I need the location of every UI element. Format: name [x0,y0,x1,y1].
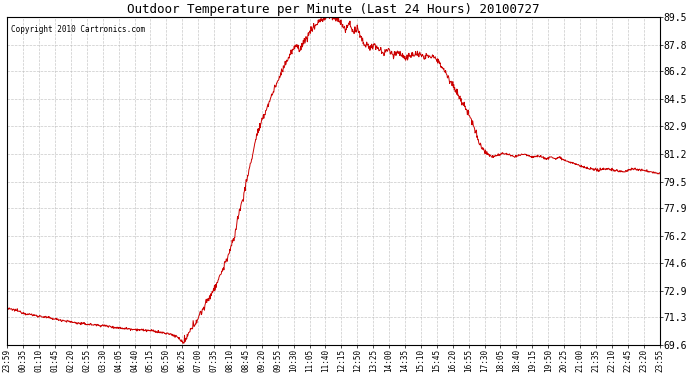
Title: Outdoor Temperature per Minute (Last 24 Hours) 20100727: Outdoor Temperature per Minute (Last 24 … [127,3,540,16]
Text: Copyright 2010 Cartronics.com: Copyright 2010 Cartronics.com [10,25,145,34]
